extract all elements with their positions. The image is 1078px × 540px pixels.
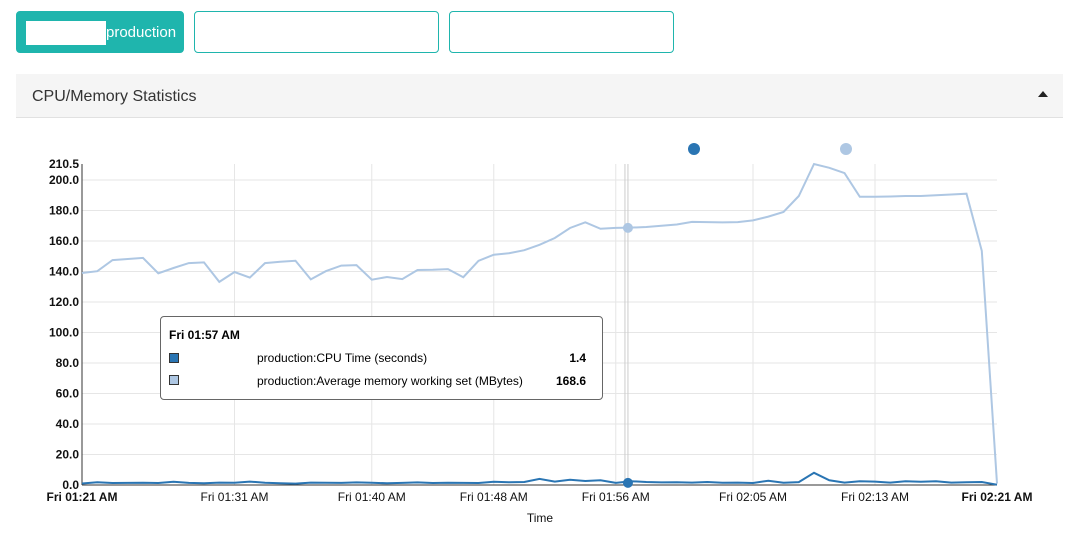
x-axis-label: Time: [527, 511, 554, 525]
x-tick-label: Fri 02:21 AM: [962, 490, 1033, 504]
tooltip-memory-value: 168.6: [555, 374, 586, 388]
axis-layer: 0.0 20.0 40.0 60.0 80.0 100.0 120.0 140.0 160.0 1…: [47, 157, 1033, 525]
x-tick-label: Fri 01:31 AM: [200, 490, 268, 504]
tab-production[interactable]: production: [16, 11, 184, 53]
tooltip-cpu-value: 1.4: [569, 351, 586, 365]
y-tick-label: 60.0: [56, 387, 80, 401]
chart-tooltip: Fri 01:57 AM production:CPU Time (second…: [160, 316, 603, 400]
x-tick-label: Fri 01:21 AM: [47, 490, 118, 504]
y-tick-label: 180.0: [49, 204, 79, 218]
series-layer: [81, 162, 998, 488]
x-tick-label: Fri 01:48 AM: [460, 490, 528, 504]
x-tick-label: Fri 02:05 AM: [719, 490, 787, 504]
tooltip-cpu-swatch: [169, 353, 179, 363]
y-tick-label: 0.0: [62, 478, 79, 492]
panel-title: CPU/Memory Statistics: [32, 88, 197, 105]
x-tick-label: Fri 02:13 AM: [841, 490, 909, 504]
y-tick-label: 160.0: [49, 234, 79, 248]
y-tick-label: 40.0: [56, 417, 80, 431]
tab-2[interactable]: [194, 11, 439, 53]
y-tick-label: 140.0: [49, 265, 79, 279]
tooltip-time: Fri 01:57 AM: [169, 328, 240, 342]
tab-3[interactable]: [449, 11, 674, 53]
tooltip-cpu-name: production:CPU Time (seconds): [257, 351, 428, 365]
y-tick-label: 100.0: [49, 326, 79, 340]
memory-series-line: [81, 162, 998, 484]
y-tick-label: 20.0: [56, 448, 80, 462]
redacted-block: [26, 21, 106, 45]
y-tick-label: 210.5: [49, 157, 79, 171]
y-tick-label: 80.0: [56, 356, 80, 370]
panel-header[interactable]: CPU/Memory Statistics: [16, 74, 1063, 118]
legend-layer: [688, 143, 852, 155]
y-tick-label: 120.0: [49, 295, 79, 309]
tooltip-memory-name: production:Average memory working set (M…: [257, 374, 523, 388]
tab-production-label: production: [106, 24, 177, 41]
cpu-hover-marker: [622, 477, 633, 488]
x-tick-label: Fri 01:40 AM: [338, 490, 406, 504]
memory-hover-marker: [622, 222, 633, 233]
cpu-legend-marker: [688, 143, 700, 155]
cpu-series-line: [81, 471, 998, 486]
tooltip-memory-swatch: [169, 375, 179, 385]
memory-legend-marker: [840, 143, 852, 155]
collapse-caret-icon[interactable]: [1038, 91, 1048, 97]
y-tick-label: 200.0: [49, 173, 79, 187]
x-tick-label: Fri 01:56 AM: [582, 490, 650, 504]
